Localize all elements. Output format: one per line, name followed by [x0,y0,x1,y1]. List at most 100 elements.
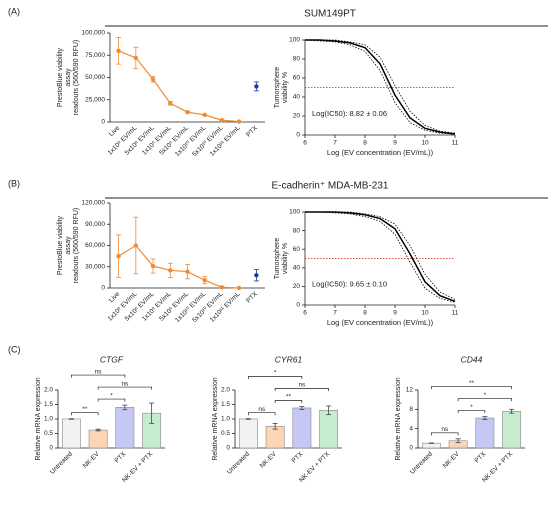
fit-curve [305,39,456,135]
data-point [202,112,207,118]
y-axis-label: Tumorsphere [274,67,281,108]
x-tick-label: 9 [393,310,397,317]
section-title: E-cadherin⁺ MDA-MB-231 [272,181,389,192]
y-tick-label: 2.0 [44,387,53,394]
bar [61,418,81,449]
confidence-band [304,39,456,135]
y-tick-label: 120,000 [82,200,106,207]
y-tick-label: 20 [293,283,301,290]
data-point [116,48,121,53]
y-tick-label: 0 [226,445,230,452]
bar [421,442,441,449]
significance-bracket [274,400,303,404]
series-line [118,50,240,123]
y-tick-label: 40 [293,265,301,272]
y-tick-label: 0 [101,119,105,126]
significance-label: ns [298,382,306,389]
data-point [236,285,242,291]
y-tick-label: 60 [293,75,301,82]
y-axis-label: PrestoBlue viability [57,215,64,275]
significance-bracket [274,388,329,392]
significance-bracket [457,410,486,414]
y-tick-label: 60,000 [85,242,105,249]
data-point [254,273,259,278]
x-tick-label: 11 [452,310,459,317]
y-tick-label: 100 [289,209,300,216]
significance-label: * [110,392,113,399]
significance-bracket [71,412,99,416]
section-title: SUM149PT [304,9,356,20]
significance-label: ** [286,394,292,401]
y-tick-label: 30,000 [85,263,105,270]
significance-label: ** [82,406,88,413]
y-tick-label: 100 [289,37,300,44]
y-tick-label: 1.0 [221,416,230,423]
x-tick-label: PTX [245,290,259,304]
data-point [185,110,190,115]
x-axis-label: Log (EV concentration (EV/mL)) [327,318,434,327]
y-axis-label: readouts (560/590 RFU) [73,208,80,283]
x-tick-label: 10 [421,140,429,147]
y-axis-label: viability % [282,243,289,274]
data-point [202,278,207,283]
x-tick-label: PTX [245,124,259,138]
y-tick-label: 0 [101,285,105,292]
x-tick-label: 10 [421,310,429,317]
y-tick-label: 4 [409,425,413,432]
chart-title: CYR61 [275,354,303,364]
significance-bracket [431,432,459,436]
x-tick-label: 11 [452,140,459,147]
significance-bracket [431,386,512,390]
bar [88,429,108,449]
y-axis-label: Tumorsphere [274,238,281,279]
y-axis-label: Relative mRNA expression [212,377,219,460]
bar [292,407,312,449]
data-point [254,84,259,89]
x-tick-label: Untreated [226,450,251,475]
y-tick-label: 50,000 [85,74,105,81]
data-point [236,119,242,124]
panel-label: (C) [8,344,21,354]
y-tick-label: 100,000 [82,30,106,37]
y-tick-label: 0.5 [221,430,230,437]
y-tick-label: 20 [293,113,301,120]
y-tick-label: 25,000 [85,96,105,103]
significance-bracket [248,376,303,380]
bar [115,407,135,449]
data-point [185,269,190,274]
x-tick-label: 6 [303,140,307,147]
x-tick-label: NK-EV [82,450,101,469]
chart-title: CTGF [100,354,124,364]
bar [502,410,522,449]
y-axis-label: assay [65,68,72,87]
y-axis-label: viability % [282,72,289,103]
y-tick-label: 0.5 [44,430,53,437]
bar [319,409,339,449]
y-tick-label: 0 [296,132,300,139]
data-point [219,118,225,123]
y-tick-label: 90,000 [85,221,105,228]
y-tick-label: 2.0 [221,387,230,394]
data-point [168,268,173,273]
y-tick-label: 75,000 [85,52,105,59]
x-tick-label: NK-EV [259,450,278,469]
x-tick-label: NK-EV [442,450,461,469]
x-tick-label: 6 [303,310,307,317]
x-tick-label: 8 [363,140,367,147]
y-tick-label: 0 [296,302,300,309]
series-line [118,244,240,289]
data-point [116,253,121,259]
y-tick-label: 8 [409,406,413,413]
y-tick-label: 80 [293,227,301,234]
data-point [168,101,173,106]
y-axis-label: readouts (560/590 RFU) [73,40,80,115]
x-tick-label: 8 [363,310,367,317]
y-tick-label: 40 [293,94,301,101]
y-tick-label: 1.5 [221,401,230,408]
x-tick-label: Untreated [49,450,74,475]
significance-label: ** [469,380,475,387]
y-tick-label: 1.5 [44,401,53,408]
y-axis-label: assay [65,236,72,255]
significance-bracket [71,374,126,378]
